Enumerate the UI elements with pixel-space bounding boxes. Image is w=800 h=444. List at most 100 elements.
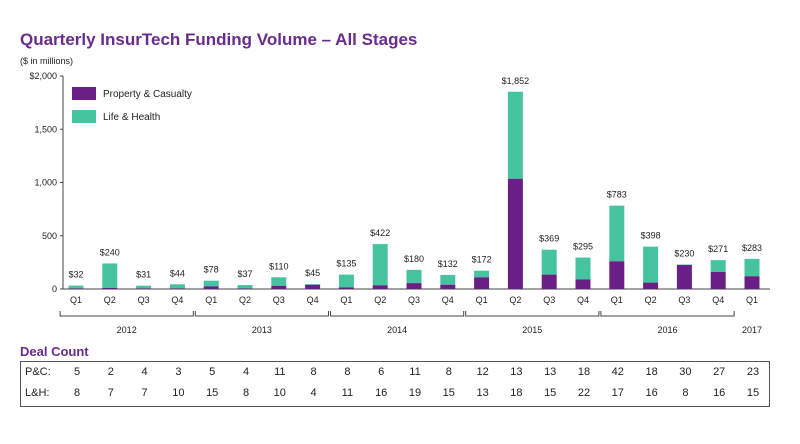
x-tick-label: Q3	[678, 295, 690, 305]
bar-property-casualty	[440, 284, 456, 289]
x-tick-label: Q1	[746, 295, 758, 305]
year-bracket	[600, 311, 735, 317]
year-bracket	[59, 311, 194, 317]
deal-count-pc-cell: 18	[577, 366, 591, 378]
deal-count-lh-cell: 10	[273, 387, 286, 399]
bar-life-health	[676, 264, 692, 266]
bar-life-health	[68, 285, 84, 289]
deal-count-pc-cell: 3	[175, 366, 182, 378]
x-tick-label: Q1	[70, 295, 82, 305]
bar-property-casualty	[507, 178, 523, 289]
x-tick-label: Q2	[239, 295, 251, 305]
y-tick-label: $2,000	[29, 71, 57, 81]
bar-total-label: $172	[472, 255, 492, 265]
x-tick-label: Q3	[408, 295, 420, 305]
bar-total-label: $398	[641, 231, 661, 241]
bar-total-label: $31	[136, 270, 151, 280]
bar-life-health	[575, 257, 591, 280]
bar-property-casualty	[203, 286, 219, 289]
x-tick-label: Q4	[577, 295, 589, 305]
deal-count-lh-cell: 22	[577, 387, 591, 399]
deal-count-pc-cell: 5	[73, 366, 81, 378]
bar-total-label: $783	[607, 190, 627, 200]
legend-swatch-lh	[72, 110, 96, 123]
bar-total-label: $295	[573, 242, 593, 252]
deal-count-pc-cell: 8	[310, 366, 317, 378]
x-tick-label: Q4	[442, 295, 454, 305]
bar-total-label: $44	[170, 268, 185, 278]
deal-count-pc-label: P&C:	[25, 366, 51, 378]
bar-total-label: $132	[438, 259, 458, 269]
deal-count-pc-cell: 30	[679, 366, 692, 378]
bar-property-casualty	[169, 288, 185, 289]
deal-count-pc-row: P&C: 5 2 4 3 5 4 11 8 8 6 11 8 12 13 13 18 42 18 30 27 23	[21, 366, 769, 384]
funding-chart: 0 500 1,000 1,500 $2,000 $32 Q1 $240 Q2 $31 Q3 $44 Q…	[29, 71, 770, 335]
bar-life-health	[102, 263, 118, 288]
deal-count-pc-cell: 4	[141, 366, 148, 378]
bar-total-label: $230	[674, 249, 694, 259]
year-label: 2014	[387, 325, 407, 335]
bar-property-casualty	[237, 288, 253, 289]
deal-count-pc-cell: 18	[645, 366, 658, 378]
bar-total-label: $78	[204, 265, 219, 275]
bar-property-casualty	[474, 277, 490, 289]
deal-count-pc-cell: 13	[510, 366, 523, 378]
bar-total-label: $180	[404, 254, 424, 264]
bar-life-health	[643, 246, 659, 283]
bar-total-label: $32	[68, 270, 83, 280]
deal-count-lh-cell: 15	[544, 387, 557, 399]
year-bracket	[330, 311, 465, 317]
deal-count-pc-cell: 23	[746, 366, 760, 378]
deal-count-lh-cell: 4	[310, 387, 317, 399]
legend-label-lh: Life & Health	[103, 112, 160, 123]
x-tick-label: Q2	[104, 295, 116, 305]
bar-total-label: $369	[539, 234, 559, 244]
deal-count-lh-cell: 7	[107, 387, 114, 399]
deal-count-pc-cell: 12	[476, 366, 489, 378]
x-tick-label: Q3	[543, 295, 555, 305]
bar-property-casualty	[643, 282, 659, 289]
deal-count-pc-cell: 27	[713, 366, 726, 378]
bar-property-casualty	[406, 283, 422, 289]
x-tick-label: Q2	[509, 295, 521, 305]
bar-life-health	[136, 285, 152, 289]
bar-property-casualty	[676, 265, 692, 289]
x-tick-label: Q1	[611, 295, 623, 305]
legend-label-pc: Property & Casualty	[103, 89, 192, 100]
year-label: 2012	[117, 325, 137, 335]
deal-count-lh-cell: 15	[746, 387, 760, 399]
bar-total-label: $135	[336, 259, 356, 269]
deal-count-lh-label: L&H:	[25, 387, 50, 399]
deal-count-lh-cell: 16	[713, 387, 726, 399]
deal-count-pc-cell: 8	[445, 366, 452, 378]
bar-property-casualty	[305, 284, 321, 289]
bar-property-casualty	[710, 271, 726, 289]
x-tick-label: Q3	[273, 295, 285, 305]
deal-count-pc-cell: 13	[544, 366, 557, 378]
deal-count-lh-cell: 15	[442, 387, 455, 399]
bar-life-health	[169, 284, 185, 289]
bar-total-label: $1,852	[502, 76, 530, 86]
year-bracket	[194, 311, 329, 317]
deal-count-lh-cell: 8	[682, 387, 689, 399]
bar-property-casualty	[744, 276, 760, 289]
y-tick-label: 500	[42, 231, 57, 241]
y-tick-label: 0	[52, 284, 57, 294]
year-bracket	[465, 311, 600, 317]
x-tick-label: Q2	[645, 295, 657, 305]
legend-swatch-pc	[72, 87, 96, 100]
deal-count-pc-cell: 2	[107, 366, 114, 378]
bar-life-health	[372, 244, 388, 286]
bar-life-health	[474, 270, 490, 278]
bar-life-health	[338, 274, 354, 288]
year-label: 2017	[742, 325, 762, 335]
deal-count-lh-cell: 8	[73, 387, 81, 399]
x-tick-label: Q2	[374, 295, 386, 305]
bar-property-casualty	[609, 261, 625, 289]
x-tick-label: Q1	[340, 295, 352, 305]
deal-count-table: P&C: 5 2 4 3 5 4 11 8 8 6 11 8 12 13 13 18 42 18 30 27 23 L&…	[20, 361, 770, 407]
bar-life-health	[440, 274, 456, 285]
y-tick-label: 1,500	[34, 124, 57, 134]
bar-total-label: $422	[370, 228, 390, 238]
bar-life-health	[744, 258, 760, 277]
